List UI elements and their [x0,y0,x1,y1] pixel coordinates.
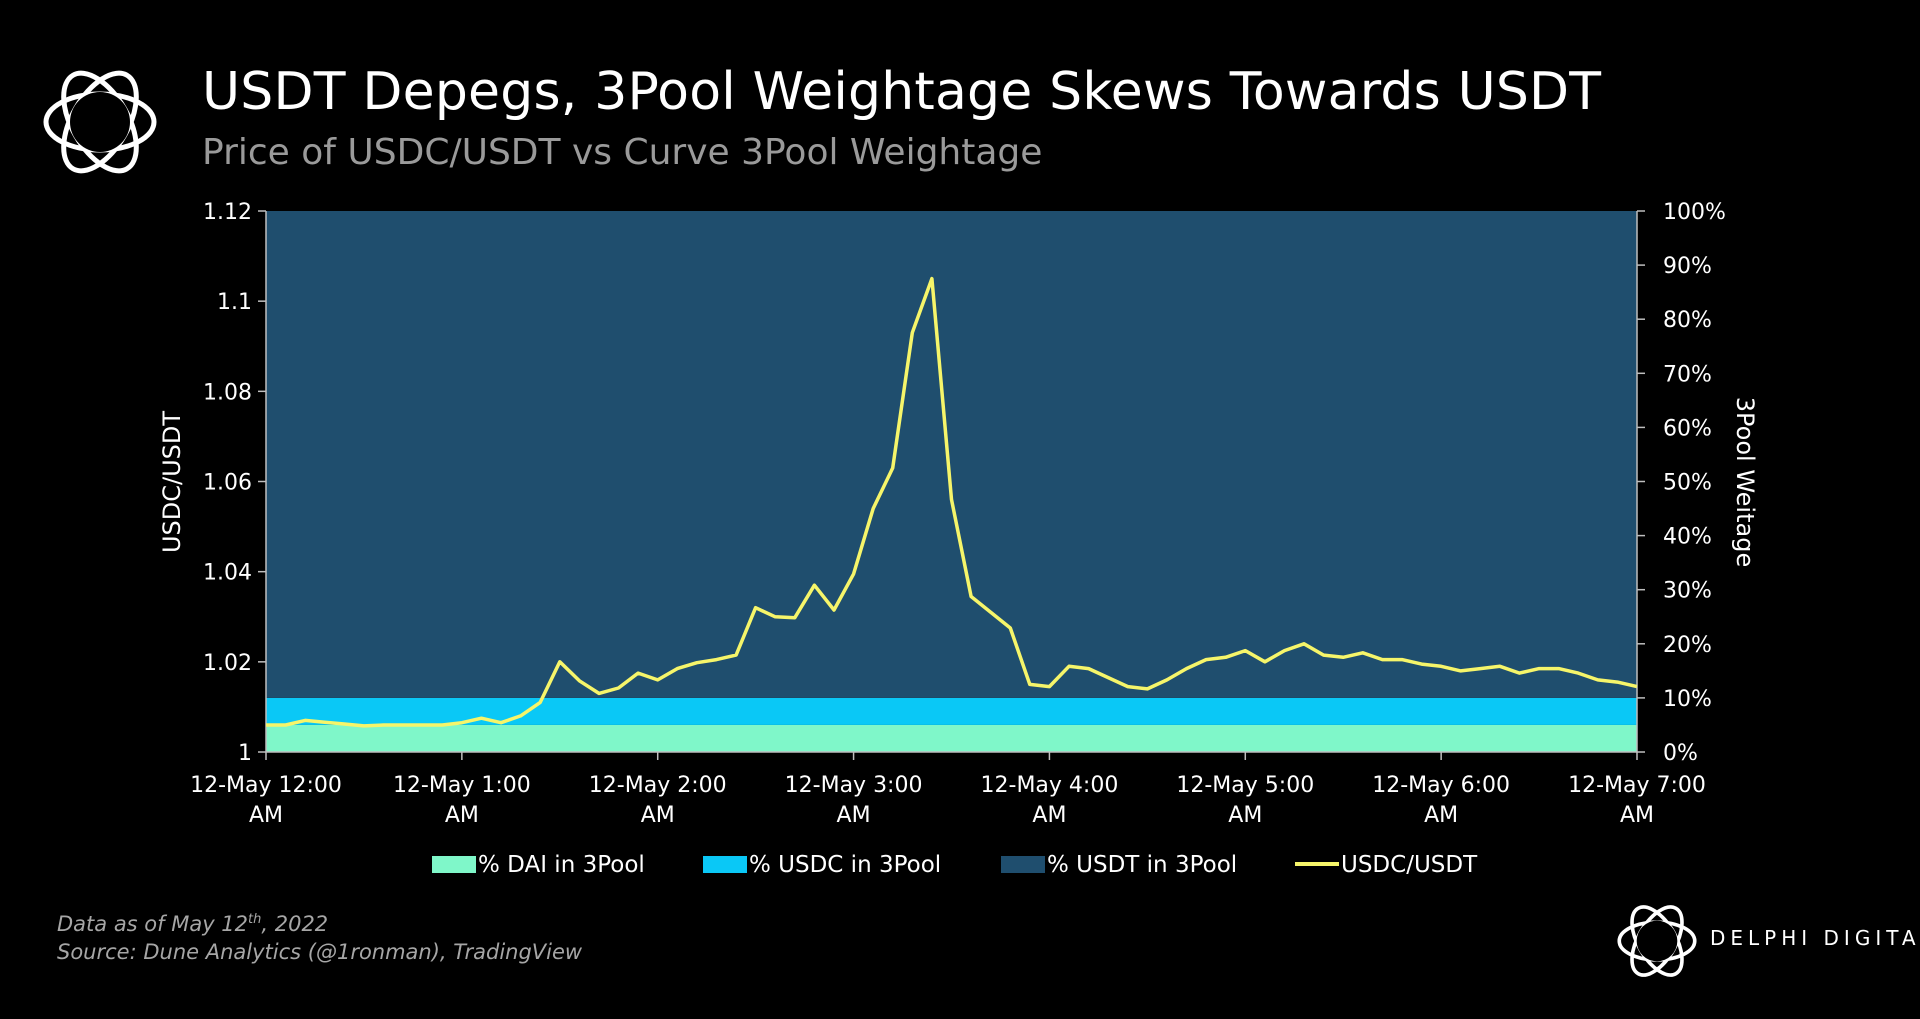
x-tick-label: 12-May 4:00 [981,773,1119,798]
y-left-tick-label: 1.1 [217,290,252,315]
legend-swatch-2 [1001,856,1045,873]
y-right-axis-title: 3Pool Weitage [1731,397,1759,567]
y-right-tick-label: 90% [1663,254,1712,279]
y-right-tick-label: 30% [1663,579,1712,604]
y-right-tick-label: 50% [1663,471,1712,496]
y-left-tick-label: 1.12 [203,200,252,225]
y-right-tick-label: 70% [1663,362,1712,387]
y-left-axis-title: USDC/USDT [158,411,186,553]
x-tick-label-line2: AM [445,803,479,828]
source-note: Source: Dune Analytics (@1ronman), Tradi… [57,940,583,964]
delphi-logo-icon [43,70,157,174]
footnote: Data as of May 12th, 2022 Source: Dune A… [57,906,582,966]
x-tick-label-line2: AM [1620,803,1654,828]
y-right-tick-label: 10% [1663,687,1712,712]
legend-label-1: % USDC in 3Pool [749,852,941,878]
y-right-tick-label: 100% [1663,200,1726,225]
legend-swatch-0 [432,856,476,873]
data-date-note: Data as of May 12th, 2022 [57,912,329,936]
area-dai [266,724,1637,752]
x-tick-label-line2: AM [1228,803,1262,828]
x-tick-label-line2: AM [1424,803,1458,828]
x-tick-label: 12-May 12:00 [190,773,342,798]
legend-swatch-1 [703,856,747,873]
y-right-tick-label: 20% [1663,633,1712,658]
x-tick-label-line2: AM [1032,803,1066,828]
delphi-brand-icon [1617,905,1697,977]
x-tick-label-line2: AM [641,803,675,828]
area-usdt [266,211,1637,698]
legend-label-3: USDC/USDT [1341,852,1478,878]
page-subtitle: Price of USDC/USDT vs Curve 3Pool Weight… [202,132,1043,173]
page-title: USDT Depegs, 3Pool Weightage Skews Towar… [202,62,1602,122]
x-tick-label-line2: AM [249,803,283,828]
x-tick-label: 12-May 6:00 [1372,773,1510,798]
x-tick-label: 12-May 2:00 [589,773,727,798]
x-tick-label: 12-May 1:00 [393,773,531,798]
y-right-tick-label: 0% [1663,741,1698,766]
legend-label-2: % USDT in 3Pool [1047,852,1237,878]
y-right-tick-label: 40% [1663,525,1712,550]
y-left-tick-label: 1.02 [203,651,252,676]
brand-name: DELPHI DIGITAL [1710,926,1920,950]
x-tick-label: 12-May 7:00 [1568,773,1706,798]
x-tick-label-line2: AM [837,803,871,828]
y-left-tick-label: 1.08 [203,380,252,405]
y-left-tick-label: 1 [238,741,252,766]
legend-label-0: % DAI in 3Pool [478,852,645,878]
y-right-tick-label: 80% [1663,308,1712,333]
x-tick-label: 12-May 3:00 [785,773,923,798]
x-tick-label: 12-May 5:00 [1176,773,1314,798]
y-left-tick-label: 1.04 [203,561,252,586]
y-right-tick-label: 60% [1663,416,1712,441]
usdc-usdt-line [266,276,1638,728]
y-left-tick-label: 1.06 [203,471,252,496]
